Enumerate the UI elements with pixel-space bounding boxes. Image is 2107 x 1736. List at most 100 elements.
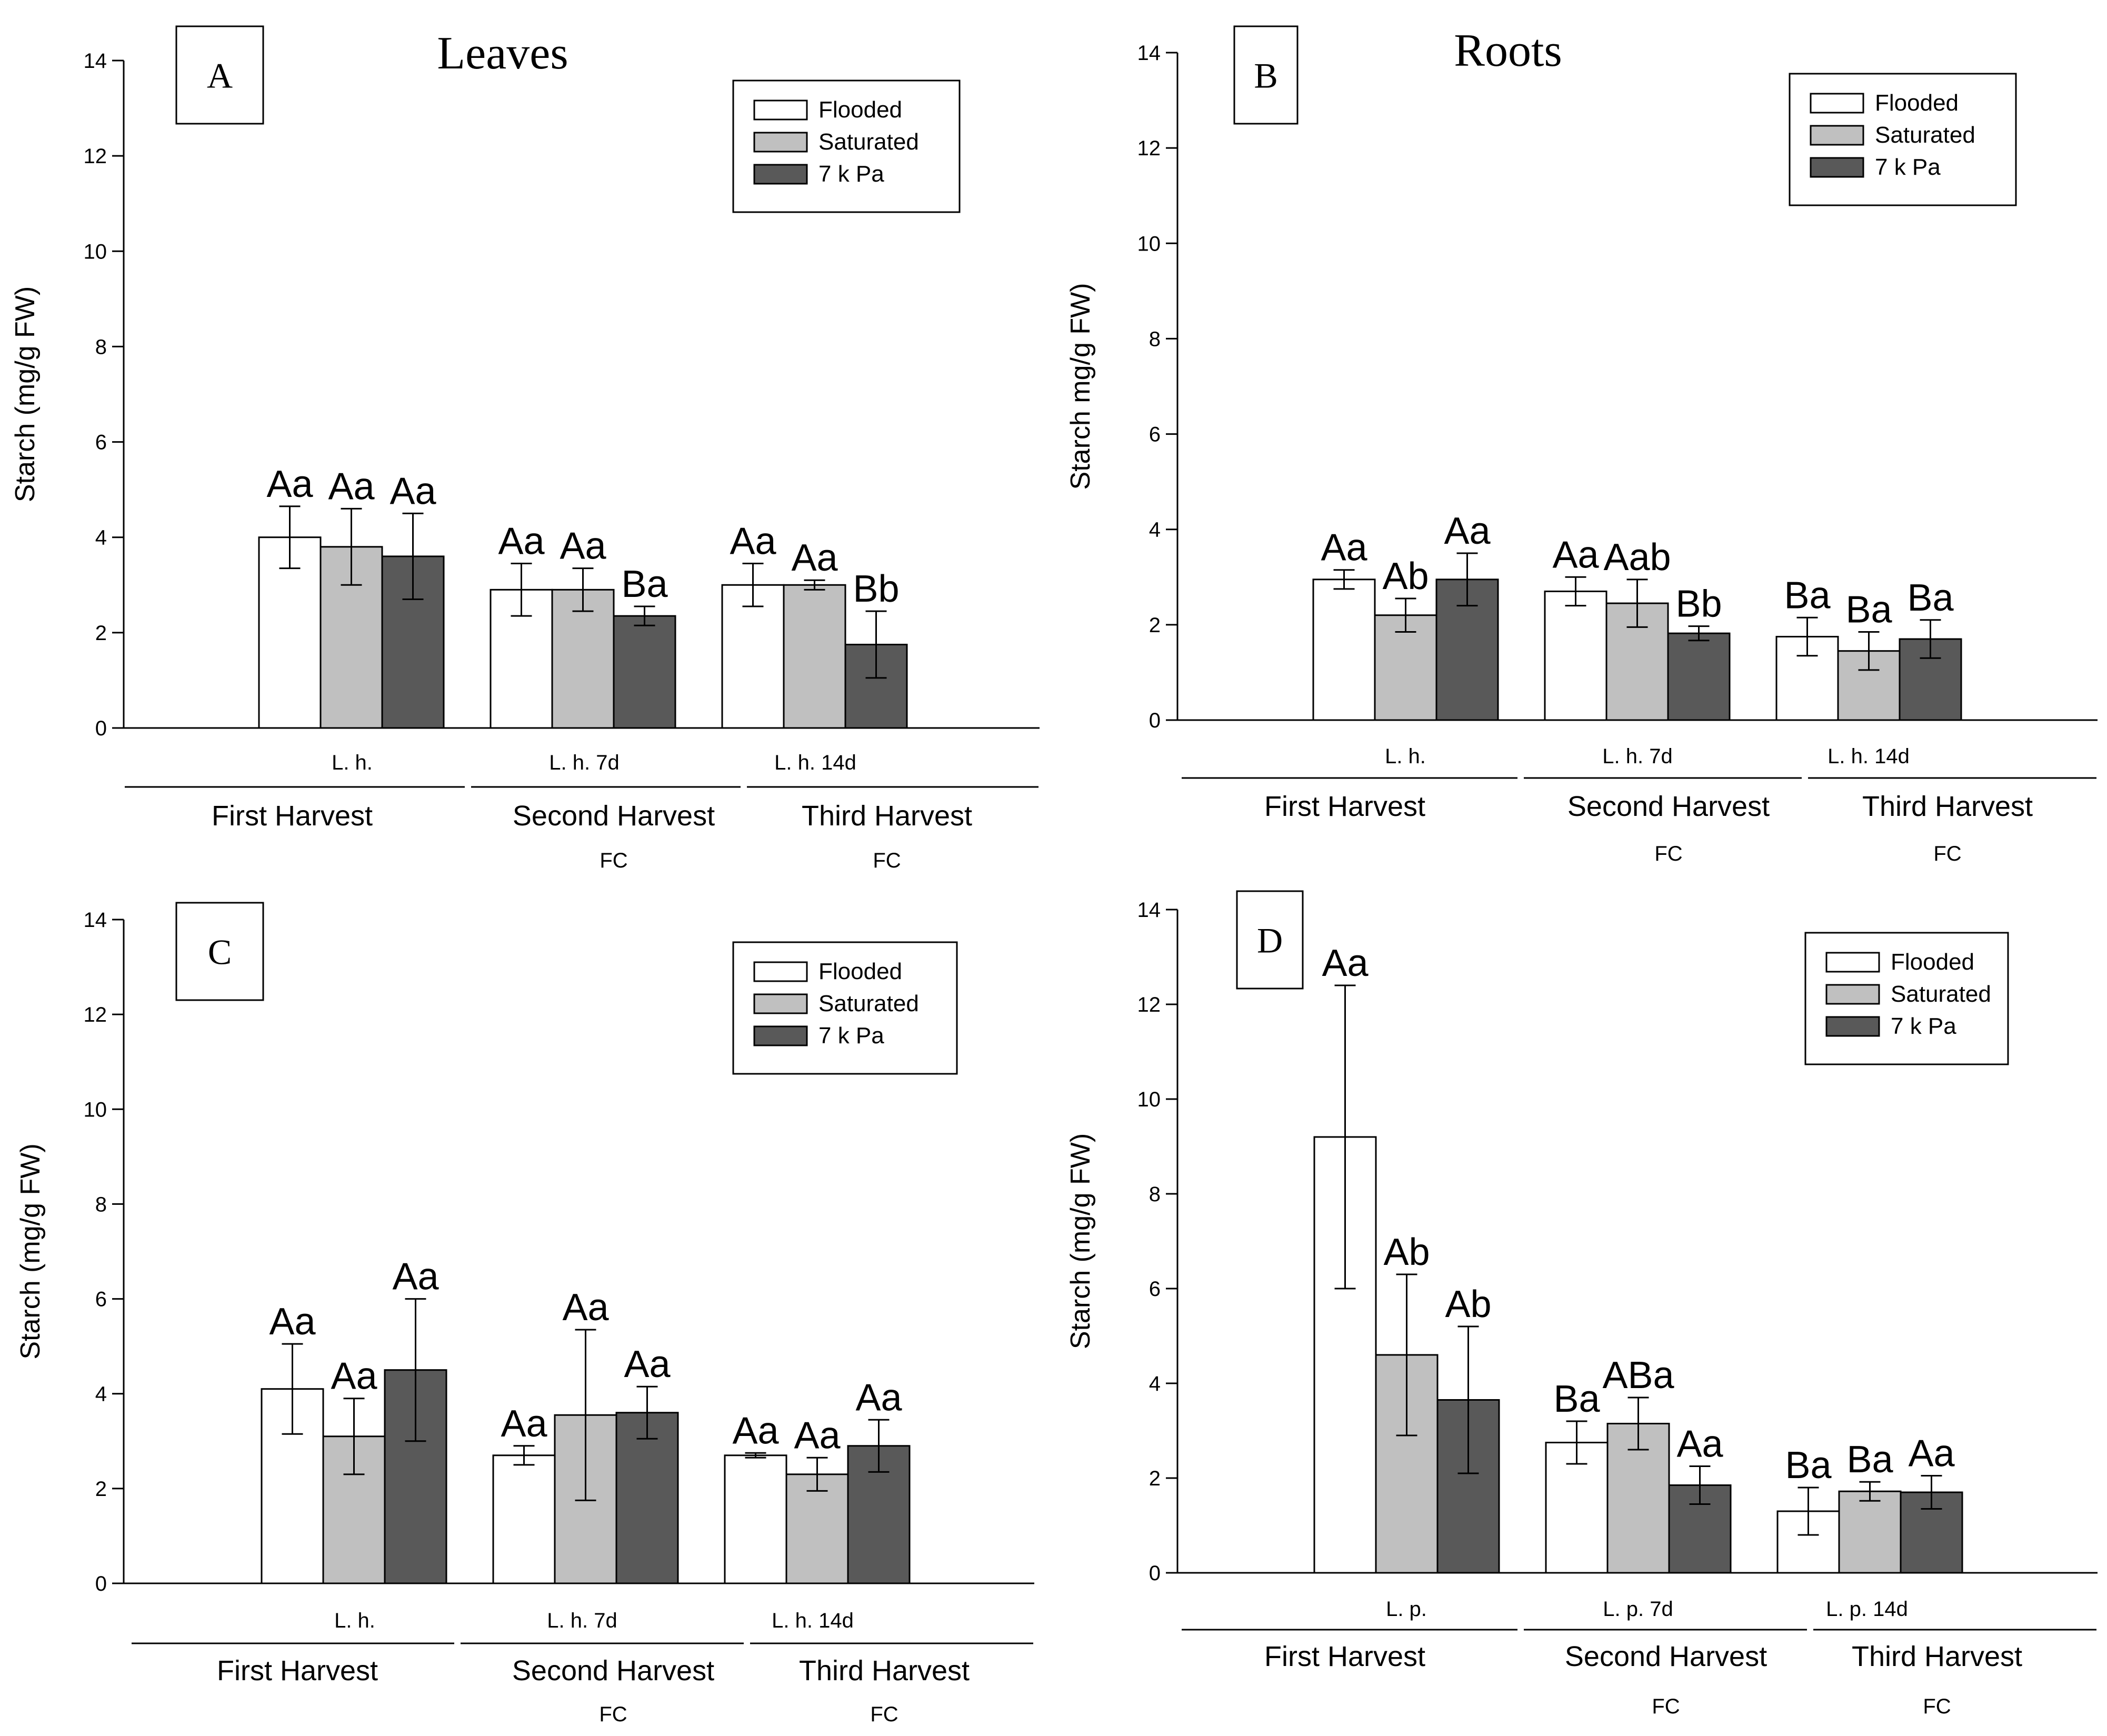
- bar-saturated-1: [551, 588, 615, 729]
- legend: Flooded Saturated 7 k Pa: [732, 79, 961, 213]
- y-tick-label: 14: [84, 909, 107, 932]
- significance-label: Aa: [1322, 942, 1369, 984]
- significance-label: Ba: [621, 563, 668, 605]
- panel-label-box: [175, 25, 264, 125]
- significance-label: Aa: [266, 463, 313, 505]
- legend-swatch-flooded: [1810, 93, 1864, 114]
- significance-label: Aa: [855, 1376, 902, 1419]
- bar-7kpa-1: [613, 615, 676, 729]
- significance-label: Aa: [1908, 1433, 1955, 1475]
- y-tick-label: 12: [1137, 993, 1161, 1016]
- y-tick-label: 12: [1137, 137, 1161, 160]
- significance-label: Aa: [562, 1286, 609, 1329]
- harvest-label: Second Harvest: [513, 800, 715, 832]
- significance-label: Aa: [1321, 527, 1367, 569]
- significance-label: Aa: [730, 521, 776, 563]
- harvest-sub-label: FC: [599, 1703, 627, 1726]
- y-tick-label: 10: [84, 1098, 107, 1121]
- significance-label: Ba: [1785, 1444, 1832, 1486]
- legend-swatch-flooded: [1825, 952, 1880, 973]
- bar-saturated-0: [1374, 614, 1437, 721]
- legend-swatch-flooded: [753, 961, 808, 982]
- bar-flooded-1: [492, 1454, 556, 1584]
- y-tick-label: 4: [95, 526, 107, 550]
- legend-label: Saturated: [1891, 981, 1991, 1007]
- y-tick-label: 0: [95, 1572, 107, 1595]
- category-label: L. h.: [332, 751, 373, 774]
- significance-label: ABa: [1602, 1354, 1674, 1396]
- significance-label: Aa: [624, 1343, 671, 1385]
- legend-label: Flooded: [818, 97, 902, 123]
- chart-panel-b: 0 2 4 6 8 10 12 14 Starch mg/g FW) B Roots Aa Ab Aa L.…: [1065, 25, 2098, 865]
- panel-label: A: [207, 56, 233, 96]
- significance-label: Aa: [1444, 510, 1491, 552]
- bar-7kpa-1: [1667, 632, 1731, 721]
- y-tick-label: 2: [1149, 614, 1161, 637]
- significance-label: Aa: [498, 521, 545, 563]
- category-label: L. p.: [1386, 1598, 1427, 1621]
- chart-panel-d: 0 2 4 6 8 10 12 14 Starch (mg/g FW) D Aa Ab Ab L. p. B…: [1065, 890, 2098, 1718]
- legend-swatch-saturated: [1825, 984, 1880, 1005]
- y-tick-label: 0: [1149, 1562, 1161, 1585]
- y-tick-label: 10: [1137, 1088, 1161, 1111]
- legend-swatch-saturated: [753, 993, 808, 1014]
- legend-swatch-7kpa: [753, 164, 808, 185]
- significance-label: Ba: [1846, 1439, 1893, 1481]
- y-tick-label: 2: [95, 1478, 107, 1501]
- harvest-label: Second Harvest: [1567, 791, 1770, 822]
- category-label: L. h.: [334, 1609, 375, 1632]
- harvest-label: Second Harvest: [1565, 1641, 1767, 1672]
- bar-flooded-0: [1313, 1136, 1377, 1574]
- y-tick-label: 6: [1149, 423, 1161, 446]
- harvest-sub-label: FC: [600, 849, 627, 872]
- y-tick-label: 4: [1149, 518, 1161, 542]
- harvest-label: First Harvest: [1264, 1641, 1425, 1672]
- y-axis-label: Starch (mg/g FW): [15, 1143, 46, 1359]
- significance-label: Aa: [1552, 534, 1599, 576]
- significance-label: Aa: [501, 1403, 547, 1445]
- legend-label: 7 k Pa: [1891, 1013, 1956, 1039]
- significance-label: Aa: [791, 537, 838, 579]
- category-label: L. h. 7d: [547, 1609, 617, 1632]
- y-tick-label: 8: [95, 335, 107, 358]
- legend-label: Flooded: [1891, 949, 1974, 975]
- legend-swatch-saturated: [1810, 125, 1864, 146]
- bar-flooded-2: [724, 1454, 787, 1584]
- significance-label: Aa: [331, 1355, 377, 1398]
- harvest-sub-label: FC: [1923, 1695, 1951, 1718]
- significance-label: Ab: [1383, 1231, 1430, 1273]
- bar-flooded-0: [1312, 578, 1376, 721]
- category-label: L. p. 14d: [1826, 1598, 1908, 1621]
- bar-7kpa-1: [615, 1412, 679, 1584]
- chart-panel-a: 0 2 4 6 8 10 12 14 Starch (mg/g FW) A Leaves Aa Aa Aa…: [10, 25, 1040, 872]
- bar-saturated-2: [783, 584, 846, 729]
- y-tick-label: 4: [1149, 1372, 1161, 1395]
- significance-label: Aab: [1603, 536, 1671, 578]
- panel-label: C: [208, 932, 232, 972]
- y-axis-label: Starch (mg/g FW): [10, 286, 41, 502]
- harvest-label: Second Harvest: [512, 1655, 714, 1687]
- category-label: L. h. 14d: [772, 1609, 854, 1632]
- y-tick-label: 10: [84, 240, 107, 263]
- significance-label: Aa: [328, 465, 375, 507]
- significance-label: Aa: [1676, 1423, 1723, 1465]
- harvest-label: First Harvest: [217, 1655, 378, 1687]
- harvest-label: First Harvest: [1264, 791, 1425, 822]
- y-tick-label: 6: [95, 1288, 107, 1311]
- legend-label: Saturated: [1875, 122, 1975, 148]
- significance-label: Ab: [1382, 555, 1429, 597]
- legend: Flooded Saturated 7 k Pa: [1804, 932, 2009, 1065]
- legend-label: Saturated: [818, 991, 919, 1016]
- bar-flooded-1: [1544, 590, 1607, 721]
- y-tick-label: 14: [84, 49, 107, 73]
- harvest-sub-label: FC: [870, 1703, 898, 1726]
- significance-label: Bb: [853, 568, 899, 610]
- y-tick-label: 6: [95, 431, 107, 454]
- y-tick-label: 10: [1137, 232, 1161, 255]
- legend-swatch-saturated: [753, 132, 808, 153]
- y-tick-label: 6: [1149, 1278, 1161, 1301]
- y-tick-label: 2: [95, 622, 107, 645]
- category-label: L. h. 14d: [774, 751, 856, 774]
- panel-label: D: [1257, 921, 1283, 961]
